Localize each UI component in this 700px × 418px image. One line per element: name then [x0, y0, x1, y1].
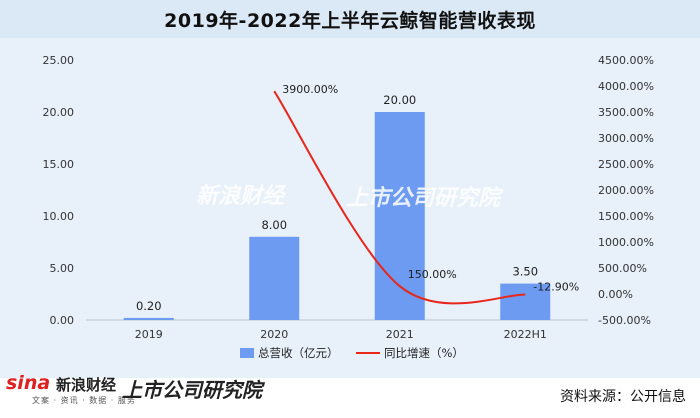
x-tick-label: 2022H1: [504, 328, 547, 341]
legend-bar-swatch: [240, 348, 254, 358]
x-tick-label: 2019: [135, 328, 163, 341]
y-right-tick-label: 3000.00%: [598, 132, 654, 145]
chart-title: 2019年-2022年上半年云鲸智能营收表现: [164, 9, 536, 32]
y-right-tick-label: 500.00%: [598, 262, 647, 275]
bar-data-label: 20.00: [383, 93, 416, 107]
line-data-label: 150.00%: [408, 268, 457, 281]
bar-data-label: 3.50: [512, 265, 538, 279]
sina-subtitle: 文案 · 资讯 · 数据 · 服务: [32, 396, 136, 405]
watermark-research: 上市公司研究院: [346, 186, 501, 211]
bar: [500, 283, 551, 320]
y-right-tick-label: -500.00%: [598, 314, 651, 327]
x-tick-label: 2020: [260, 328, 288, 341]
growth-line: [273, 90, 526, 305]
bar: [123, 317, 174, 320]
legend-line-label: 同比增速（%）: [384, 346, 464, 360]
bar: [374, 112, 425, 320]
y-right-tick-label: 3500.00%: [598, 106, 654, 119]
y-left-tick-label: 25.00: [43, 54, 75, 67]
y-right-tick-label: 4500.00%: [598, 54, 654, 67]
title-band: 2019年-2022年上半年云鲸智能营收表现: [0, 0, 700, 38]
x-tick-label: 2021: [386, 328, 414, 341]
y-right-tick-label: 1000.00%: [598, 236, 654, 249]
watermark-sina: 新浪财经: [196, 184, 285, 209]
bar-data-label: 0.20: [136, 299, 162, 313]
y-left-tick-label: 15.00: [43, 158, 75, 171]
y-left-tick-label: 20.00: [43, 106, 75, 119]
y-right-tick-label: 0.00%: [598, 288, 633, 301]
y-right-tick-label: 1500.00%: [598, 210, 654, 223]
footer: [0, 378, 700, 418]
line-data-label: -12.90%: [533, 281, 579, 294]
research-institute-logo: 上市公司研究院: [122, 378, 262, 402]
y-left-tick-label: 10.00: [43, 210, 75, 223]
line-data-label: 3900.00%: [282, 83, 338, 96]
legend-bar-label: 总营收（亿元）: [258, 346, 339, 360]
bar: [249, 236, 300, 320]
y-right-tick-label: 2000.00%: [598, 184, 654, 197]
data-source: 资料来源：公开信息: [560, 389, 686, 405]
plot-background: [0, 38, 700, 378]
y-right-tick-label: 2500.00%: [598, 158, 654, 171]
y-right-tick-label: 4000.00%: [598, 80, 654, 93]
sina-logo: sina: [6, 372, 51, 394]
y-left-tick-label: 5.00: [50, 262, 75, 275]
y-left-tick-label: 0.00: [50, 314, 75, 327]
sina-name: 新浪财经: [56, 376, 117, 394]
bar-data-label: 8.00: [261, 218, 287, 232]
